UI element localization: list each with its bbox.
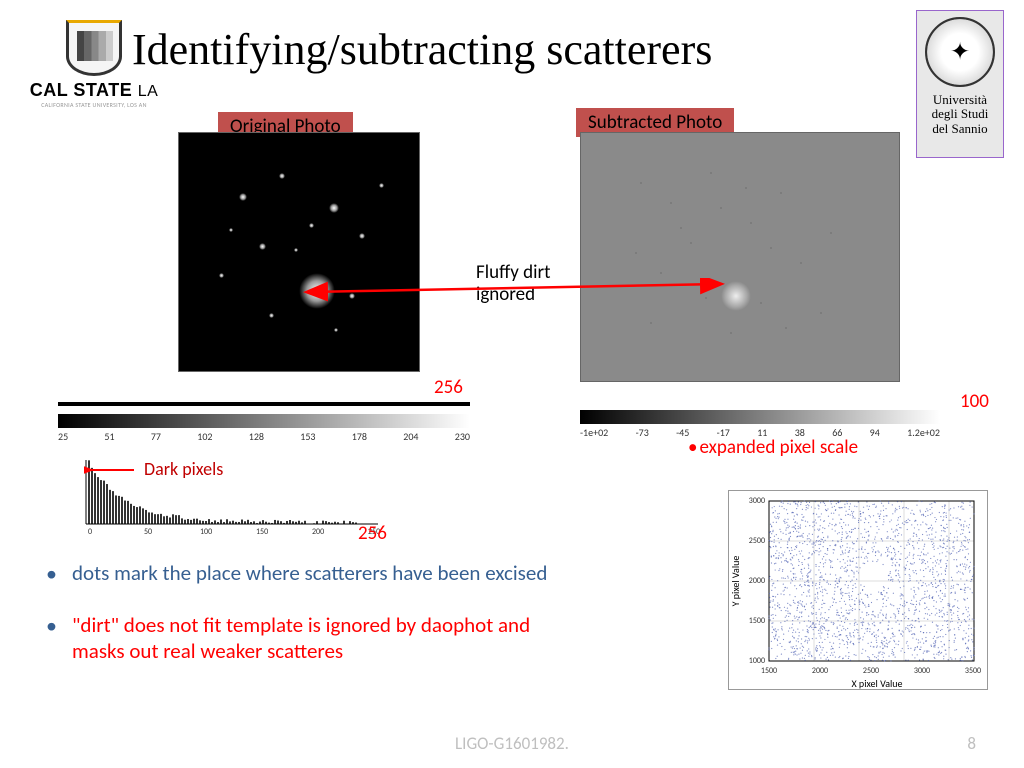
calstate-subtitle: CALIFORNIA STATE UNIVERSITY, LOS AN	[24, 101, 164, 109]
subtracted-photo	[580, 132, 900, 382]
slide-title: Identifying/subtracting scatterers	[132, 24, 712, 75]
dark-pixels-arrow	[84, 462, 140, 478]
bullet-2: "dirt" does not fit template is ignored …	[72, 612, 530, 664]
label-256-bottom: 256	[358, 522, 387, 545]
label-256-top: 256	[434, 376, 463, 399]
svg-text:2500: 2500	[749, 536, 765, 546]
svg-text:1000: 1000	[749, 656, 765, 666]
bullet-list: dots mark the place where scatterers hav…	[46, 560, 547, 690]
label-100: 100	[960, 390, 989, 413]
page-number: 8	[967, 733, 976, 754]
double-arrow	[300, 278, 730, 308]
grayscale-left: 255177102128153178204230	[58, 402, 470, 443]
svg-text:Y pixel Value: Y pixel Value	[729, 556, 742, 607]
original-photo	[178, 132, 420, 372]
svg-text:X pixel Value: X pixel Value	[851, 677, 902, 690]
calstate-text: CAL STATE LA	[24, 80, 164, 101]
svg-text:2000: 2000	[749, 576, 765, 586]
shield-icon	[66, 20, 122, 76]
university-logo: Università degli Studi del Sannio	[916, 10, 1004, 158]
footer-reference: LIGO-G1601982.	[0, 733, 1024, 754]
dark-pixels-label: Dark pixels	[144, 458, 223, 480]
svg-text:1500: 1500	[749, 616, 765, 626]
svg-text:0: 0	[88, 527, 92, 536]
university-name: Università degli Studi del Sannio	[921, 93, 999, 136]
scatter-plot: 15002000250030003500 1000150020002500300…	[728, 490, 988, 690]
svg-text:100: 100	[200, 527, 212, 536]
grayscale-right: -1e+02-73-45-17113866941.2e+02	[580, 410, 940, 439]
svg-text:3000: 3000	[914, 666, 930, 676]
svg-text:2500: 2500	[863, 666, 879, 676]
svg-text:50: 50	[144, 527, 152, 536]
svg-text:1500: 1500	[761, 666, 777, 676]
bullet-1: dots mark the place where scatterers hav…	[72, 560, 547, 586]
svg-text:2000: 2000	[812, 666, 828, 676]
svg-text:200: 200	[312, 527, 324, 536]
svg-text:150: 150	[256, 527, 268, 536]
svg-text:3000: 3000	[749, 496, 765, 506]
svg-text:3500: 3500	[965, 666, 981, 676]
expanded-pixel-scale-label: expanded pixel scale	[688, 436, 858, 459]
seal-icon	[925, 17, 995, 87]
